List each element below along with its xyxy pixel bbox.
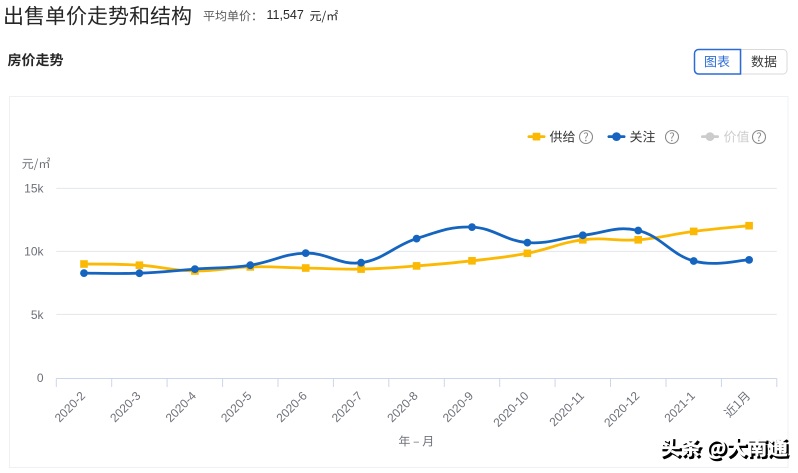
svg-text:2020-12: 2020-12 bbox=[601, 388, 642, 429]
svg-text:2020-8: 2020-8 bbox=[384, 388, 421, 425]
svg-text:2021-1: 2021-1 bbox=[661, 388, 698, 425]
svg-text:11,547: 11,547 bbox=[267, 8, 304, 22]
svg-text:2020-7: 2020-7 bbox=[329, 388, 366, 425]
svg-text:2020-11: 2020-11 bbox=[547, 388, 588, 429]
svg-text:15k: 15k bbox=[24, 182, 44, 196]
svg-text:5k: 5k bbox=[31, 308, 45, 322]
svg-text:2020-4: 2020-4 bbox=[163, 388, 200, 425]
svg-text:2020-5: 2020-5 bbox=[218, 388, 255, 425]
svg-text:2020-3: 2020-3 bbox=[107, 388, 144, 425]
svg-text:2020-2: 2020-2 bbox=[52, 388, 89, 425]
svg-text:2020-9: 2020-9 bbox=[440, 388, 477, 425]
svg-text:2020-10: 2020-10 bbox=[490, 388, 531, 429]
svg-text:10k: 10k bbox=[24, 245, 44, 259]
svg-text:2020-6: 2020-6 bbox=[273, 388, 310, 425]
svg-text:0: 0 bbox=[37, 371, 44, 385]
